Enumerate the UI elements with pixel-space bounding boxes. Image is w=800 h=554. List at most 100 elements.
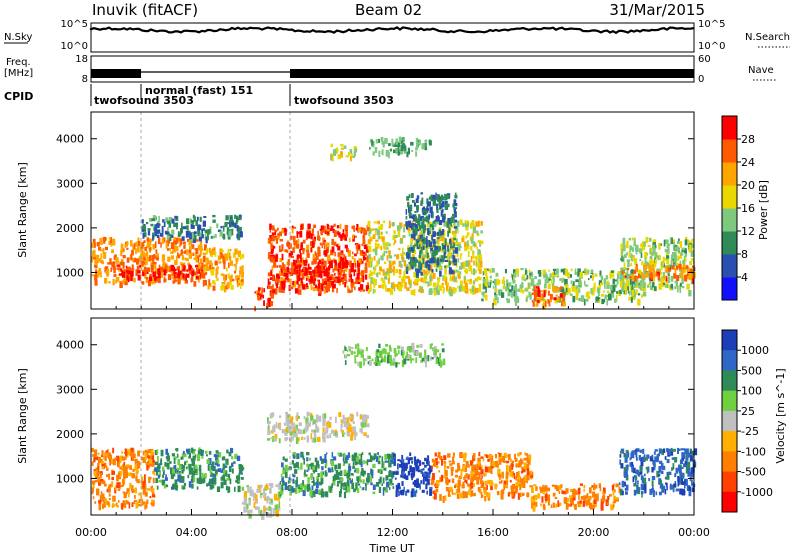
power-cell-r0 [105, 266, 109, 272]
power-cell-r5 [324, 250, 328, 257]
velocity-cell-r7 [612, 500, 615, 507]
power-cell-r11 [485, 294, 488, 301]
velocity-cell-r8 [632, 467, 636, 474]
power-cell-r9 [425, 281, 429, 284]
velocity-cell-r6 [517, 453, 521, 457]
velocity-cell-r7 [530, 496, 534, 503]
power-cell-r5 [279, 239, 283, 242]
power-cell-r9 [406, 287, 410, 291]
velocity-cell-r3 [385, 475, 389, 481]
velocity-cell-r0 [94, 479, 98, 483]
power-cell-r13 [660, 276, 664, 283]
velocity-cell-r5 [405, 490, 408, 496]
power-cell-r10 [436, 203, 439, 211]
velocity-cell-r0 [129, 465, 133, 470]
velocity-cell-r5 [429, 465, 433, 471]
velocity-cell-r1 [213, 474, 216, 480]
velocity-cell-r6 [470, 471, 474, 477]
power-cell-r7 [349, 149, 353, 154]
power-cell-r11 [616, 294, 618, 302]
velocity-cell-r1 [193, 477, 196, 482]
power-cell-r13 [667, 247, 670, 254]
velocity-cell-r6 [495, 455, 498, 459]
power-cell-r6 [292, 281, 295, 286]
power-cell-r14 [649, 265, 653, 272]
velocity-cell-r0 [126, 464, 130, 467]
power-cell-r5 [311, 241, 315, 248]
power-cell-r2 [151, 218, 155, 222]
velocity-cell-r1 [157, 464, 160, 472]
power-cell-r1 [201, 271, 205, 279]
power-cell-r6 [319, 265, 323, 269]
velocity-cell-r0 [143, 489, 146, 494]
velocity-cell-r3 [370, 457, 373, 460]
velocity-cell-r4 [365, 414, 368, 420]
power-cell-r5 [270, 242, 273, 245]
velocity-cell-r6 [520, 482, 524, 488]
power-cell-r1 [200, 273, 203, 276]
velocity-cell-r3 [367, 459, 371, 462]
velocity-cell-r1 [176, 453, 179, 458]
power-cell-r0 [141, 251, 145, 258]
velocity-cell-r8 [681, 472, 685, 479]
power-cell-r10 [412, 257, 416, 264]
velocity-cell-r7 [542, 503, 545, 509]
velocity-cell-r1 [229, 478, 232, 485]
power-cell-r9 [389, 223, 391, 228]
power-cell-r10 [420, 215, 424, 219]
power-cell-r10 [418, 243, 421, 249]
power-cell-r3 [212, 280, 216, 285]
power-cell-r9 [468, 280, 473, 285]
power-cell-r14 [668, 268, 672, 272]
power-cell-r6 [293, 267, 296, 273]
velocity-cell-r5 [417, 485, 421, 488]
power-cell-r12 [536, 286, 540, 289]
velocity-cell-r5 [423, 476, 425, 480]
power-cell-r11 [562, 278, 565, 283]
power-cell-r0 [163, 237, 166, 240]
power-cell-r13 [633, 288, 636, 296]
velocity-cell-r3 [379, 476, 382, 483]
power-cell-r13 [690, 250, 694, 257]
power-cell-r2 [192, 221, 194, 228]
velocity-cell-r0 [99, 473, 102, 479]
power-cell-r5 [291, 225, 294, 230]
velocity-cell-r6 [466, 474, 469, 477]
velocity-cell-r6 [477, 457, 481, 462]
power-cell-r10 [408, 194, 411, 198]
power-cell-r11 [611, 273, 615, 278]
velocity-cell-r3 [343, 461, 346, 465]
power-cell-r10 [406, 224, 409, 230]
velocity-cell-r3 [321, 488, 324, 493]
power-cell-r1 [199, 267, 204, 271]
velocity-cell-r8 [674, 481, 677, 485]
power-cell-r5 [343, 254, 346, 262]
velocity-cell-r0 [98, 456, 102, 464]
power-cell-r5 [283, 264, 286, 269]
velocity-cell-r0 [103, 462, 107, 467]
power-cell-r13 [664, 248, 669, 253]
velocity-cell-r3 [358, 453, 361, 457]
velocity-cell-r0 [104, 498, 108, 505]
power-cell-r9 [417, 278, 421, 282]
velocity-cell-r7 [604, 487, 606, 494]
power-cell-r0 [153, 254, 156, 259]
velocity-cell-r8 [686, 448, 689, 456]
power-cell-r5 [315, 252, 318, 258]
power-cell-r4 [270, 292, 274, 299]
velocity-cell-r8 [652, 484, 654, 489]
power-cell-r0 [97, 259, 100, 262]
power-cell-r6 [303, 260, 305, 266]
power-cell-r5 [271, 235, 275, 242]
power-cell-r11 [623, 290, 626, 295]
velocity-cell-r0 [92, 454, 95, 457]
velocity-cell-r7 [577, 489, 581, 492]
power-cell-r3 [209, 250, 214, 256]
power-cell-r9 [392, 266, 395, 269]
power-colorbar-tick-label: 8 [741, 248, 748, 261]
velocity-cell-r1 [193, 466, 196, 471]
power-cell-r11 [488, 282, 490, 287]
power-cell-r10 [408, 220, 412, 228]
power-cell-r2 [189, 232, 192, 240]
power-cell-r9 [467, 222, 469, 227]
